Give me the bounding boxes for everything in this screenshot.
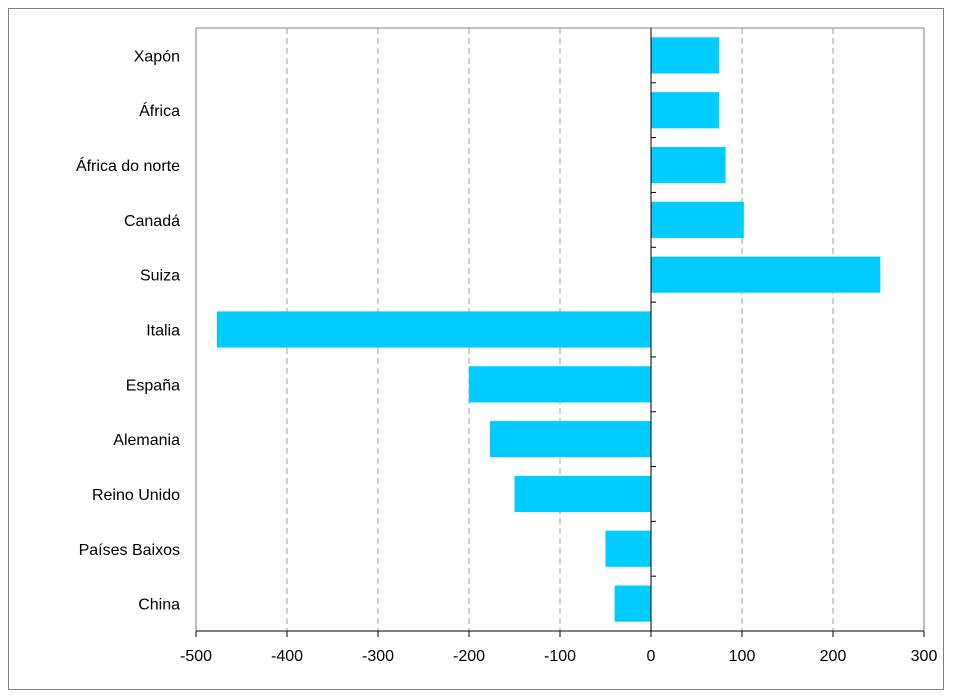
x-tick-label: 300 — [911, 648, 938, 665]
category-label: Alemania — [113, 432, 180, 449]
x-tick-label: -100 — [544, 648, 576, 665]
x-tick-label: -300 — [362, 648, 394, 665]
x-tick-label: 200 — [820, 648, 847, 665]
bar — [651, 92, 720, 129]
bar — [514, 475, 651, 513]
bar — [651, 256, 881, 293]
chart-frame — [8, 8, 944, 690]
bar — [651, 201, 744, 238]
bar — [469, 366, 651, 403]
category-label: Suiza — [140, 268, 180, 285]
axes — [195, 27, 925, 637]
bar — [651, 146, 726, 184]
labels: -500 -400 -300 -200 -100 0 100 200 300 Xapón Áfric… — [76, 48, 938, 665]
category-label: Reino Unido — [92, 487, 180, 504]
category-label: España — [126, 377, 180, 394]
bar — [614, 585, 651, 622]
x-tick-label: -500 — [180, 648, 212, 665]
bar — [489, 421, 651, 458]
category-label: Xapón — [134, 48, 180, 65]
x-tick-label: 0 — [647, 648, 656, 665]
bar — [651, 37, 720, 74]
category-label: Países Baixos — [79, 542, 180, 559]
category-label: China — [138, 597, 180, 614]
x-tick-label: -400 — [271, 648, 303, 665]
bar — [216, 311, 651, 348]
bar — [605, 530, 651, 567]
x-tick-label: 100 — [729, 648, 756, 665]
category-label: África — [139, 101, 180, 120]
category-label: África do norte — [76, 156, 180, 175]
bars — [216, 37, 881, 622]
x-tick-label: -200 — [453, 648, 485, 665]
category-label: Italia — [146, 323, 180, 340]
category-label: Canadá — [124, 213, 180, 230]
